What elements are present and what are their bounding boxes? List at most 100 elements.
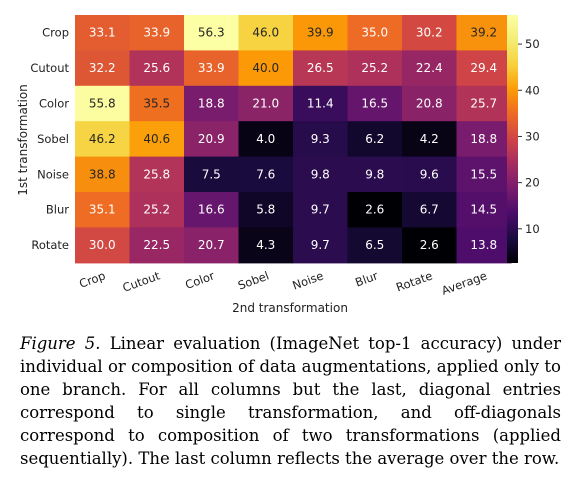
cell-value-label: 9.8	[365, 167, 384, 181]
cell-value-label: 25.6	[143, 61, 170, 75]
heatmap-cell	[402, 85, 458, 122]
cell-value-label: 20.9	[198, 132, 225, 146]
colorbar	[507, 15, 518, 263]
heatmap-cell	[75, 121, 131, 158]
heatmap-cell	[129, 85, 185, 122]
heatmap-cell	[456, 85, 512, 122]
cell-value-label: 7.5	[202, 167, 221, 181]
heatmap-cell	[402, 227, 458, 264]
x-axis-label: 2nd transformation	[232, 301, 348, 315]
cell-value-label: 21.0	[252, 97, 279, 111]
cell-value-label: 35.5	[143, 97, 170, 111]
x-tick-label: Sobel	[236, 268, 271, 292]
cell-value-label: 6.5	[365, 238, 384, 252]
colorbar-tick-label: 40	[525, 83, 540, 97]
x-tick-label: Cutout	[121, 268, 163, 295]
cell-value-label: 30.2	[416, 26, 443, 40]
cell-value-label: 6.7	[420, 203, 439, 217]
caption-label: Figure 5.	[20, 334, 101, 353]
heatmap-cell	[238, 192, 294, 228]
heatmap-cell	[347, 85, 403, 122]
heatmap-cell	[456, 227, 512, 264]
x-tick-labels: Crop Cutout Color Sobel Noise Blur Rotate Avera…	[77, 268, 489, 297]
colorbar-tick-label: 30	[525, 129, 540, 143]
y-tick-label: Color	[39, 97, 69, 111]
heatmap-cell	[238, 85, 294, 122]
cell-value-label: 4.3	[256, 238, 275, 252]
cell-value-label: 33.9	[143, 26, 170, 40]
heatmap-cell	[456, 50, 512, 87]
heatmap-cell	[184, 15, 240, 51]
heatmap-cell	[402, 121, 458, 158]
heatmap-cell	[347, 15, 403, 51]
y-tick-label: Rotate	[31, 238, 69, 252]
heatmap-cell	[184, 121, 240, 158]
cell-value-label: 9.3	[311, 132, 330, 146]
heatmap-cell	[238, 50, 294, 87]
cell-value-label: 55.8	[89, 97, 116, 111]
cell-value-label: 14.5	[470, 203, 497, 217]
cell-value-label: 25.2	[361, 61, 388, 75]
heatmap-cell	[238, 227, 294, 264]
cell-value-label: 4.0	[256, 132, 275, 146]
cell-value-label: 18.8	[198, 97, 225, 111]
cell-value-label: 25.2	[143, 203, 170, 217]
figure-caption: Figure 5. Linear evaluation (ImageNet to…	[20, 332, 561, 470]
cell-value-label: 20.7	[198, 238, 225, 252]
x-tick-label: Crop	[77, 268, 107, 290]
cell-value-label: 33.9	[198, 61, 225, 75]
heatmap-cell	[456, 156, 512, 193]
heatmap-cell	[129, 50, 185, 87]
heatmap-cell	[184, 192, 240, 228]
heatmap-cell	[75, 192, 131, 228]
caption-text: Linear evaluation (ImageNet top-1 accura…	[20, 334, 561, 468]
cell-value-label: 35.1	[89, 203, 116, 217]
y-axis-label: 1st transformation	[16, 84, 30, 196]
colorbar-tick-label: 50	[525, 37, 540, 51]
y-tick-labels: Crop Cutout Color Sobel Noise Blur Rotate	[30, 26, 69, 252]
cell-value-label: 20.8	[416, 97, 443, 111]
heatmap-cell	[184, 50, 240, 87]
cell-value-label: 22.5	[143, 238, 170, 252]
heatmap-cell	[293, 85, 349, 122]
cell-value-label: 25.8	[143, 167, 170, 181]
cell-value-label: 4.2	[420, 132, 439, 146]
heatmap-cell	[184, 85, 240, 122]
cell-value-label: 9.8	[311, 167, 330, 181]
cell-value-label: 39.2	[470, 26, 497, 40]
heatmap-cell	[402, 156, 458, 193]
cell-value-label: 26.5	[307, 61, 334, 75]
cell-value-label: 6.2	[365, 132, 384, 146]
cell-value-label: 39.9	[307, 26, 334, 40]
cell-value-label: 11.4	[307, 97, 334, 111]
heatmap-cells: 33.1 33.9 56.3 46.0 39.9 35.0 30.2 39.2 32.2 25.6…	[75, 15, 512, 264]
cell-value-label: 15.5	[470, 167, 497, 181]
x-tick-label: Noise	[291, 268, 326, 292]
cell-value-label: 16.6	[198, 203, 225, 217]
colorbar-tick-label: 10	[525, 222, 540, 236]
y-tick-label: Cutout	[30, 61, 69, 75]
x-tick-label: Blur	[353, 268, 380, 289]
cell-value-label: 56.3	[198, 26, 225, 40]
heatmap-cell	[184, 227, 240, 264]
heatmap-cell	[129, 156, 185, 193]
cell-value-label: 5.8	[256, 203, 275, 217]
heatmap-cell	[347, 50, 403, 87]
colorbar-ticks: 10 20 30 40 50	[518, 37, 540, 236]
cell-value-label: 38.8	[89, 167, 116, 181]
heatmap-cell	[347, 121, 403, 158]
heatmap-cell	[75, 85, 131, 122]
cell-value-label: 7.6	[256, 167, 275, 181]
heatmap-cell	[293, 50, 349, 87]
cell-value-label: 46.0	[252, 26, 279, 40]
cell-value-label: 35.0	[361, 26, 388, 40]
cell-value-label: 30.0	[89, 238, 116, 252]
cell-value-label: 33.1	[89, 26, 116, 40]
y-tick-label: Sobel	[37, 132, 69, 146]
cell-value-label: 2.6	[365, 203, 384, 217]
x-tick-label: Color	[183, 268, 216, 292]
heatmap-figure: 33.1 33.9 56.3 46.0 39.9 35.0 30.2 39.2 32.2 25.6…	[16, 15, 540, 315]
cell-value-label: 46.2	[89, 132, 116, 146]
cell-value-label: 16.5	[361, 97, 388, 111]
heatmap-cell	[456, 192, 512, 228]
